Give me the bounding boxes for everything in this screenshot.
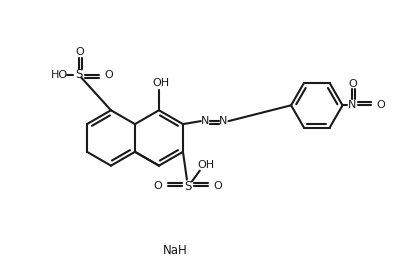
Text: N: N	[201, 116, 209, 126]
Text: O: O	[75, 47, 84, 57]
Text: N: N	[348, 100, 357, 110]
Text: O: O	[377, 100, 385, 110]
Text: OH: OH	[197, 160, 214, 170]
Text: O: O	[213, 181, 222, 191]
Text: NaH: NaH	[163, 244, 188, 257]
Text: N: N	[219, 116, 228, 126]
Text: O: O	[348, 79, 357, 88]
Text: S: S	[76, 68, 83, 81]
Text: O: O	[105, 70, 114, 80]
Text: S: S	[184, 180, 192, 193]
Text: O: O	[154, 181, 162, 191]
Text: HO: HO	[51, 70, 68, 80]
Text: OH: OH	[152, 77, 169, 88]
